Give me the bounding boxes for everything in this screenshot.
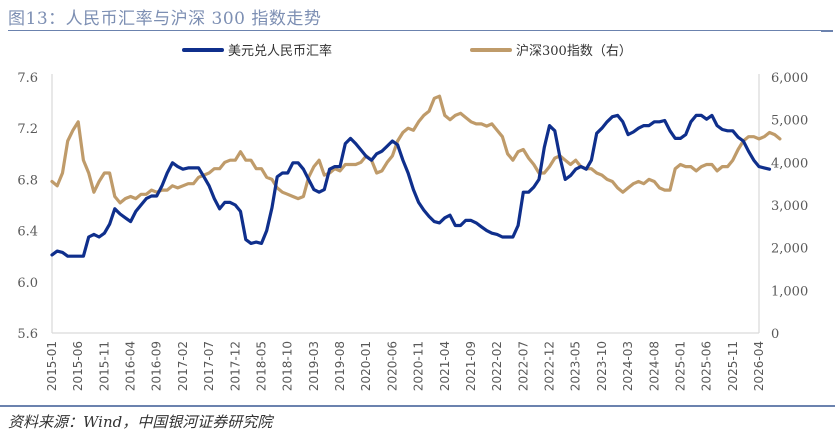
y2-tick-label: 6,000 — [771, 71, 808, 86]
legend-item-csi300: 沪深300指数（右） — [470, 40, 632, 59]
x-tick-label: 2025-11 — [726, 341, 740, 391]
footer-divider — [0, 405, 835, 407]
axes — [51, 74, 760, 334]
y-tick-label: 6.8 — [17, 173, 38, 188]
x-tick-label: 2020-06 — [385, 341, 399, 391]
x-tick-label: 2015-11 — [97, 341, 111, 391]
x-tick-label: 2021-09 — [464, 341, 478, 391]
chart-title: 图13：人民币汇率与沪深 300 指数走势 — [8, 9, 322, 29]
legend-item-usdcny: 美元兑人民币汇率 — [182, 40, 332, 59]
title-divider — [8, 30, 821, 31]
x-tick-label: 2026-04 — [752, 341, 766, 391]
x-tick-label: 2023-05 — [569, 341, 583, 391]
x-tick-label: 2018-10 — [281, 341, 295, 391]
legend-label-csi300: 沪深300指数（右） — [516, 44, 632, 59]
x-tick-label: 2019-08 — [333, 341, 347, 391]
series-lines — [50, 94, 782, 258]
x-tick-label: 2025-01 — [673, 341, 687, 391]
y-tick-label: 6.0 — [17, 276, 38, 291]
x-tick-label: 2020-11 — [412, 341, 426, 391]
x-tick-label: 2017-12 — [228, 341, 242, 391]
y2-tick-label: 3,000 — [771, 199, 808, 214]
source-note: 资料来源：Wind，中国银河证券研究院 — [8, 413, 273, 431]
y2-tick-label: 4,000 — [771, 156, 808, 171]
series-line-usdcny — [50, 113, 772, 258]
x-tick-label: 2024-08 — [647, 341, 661, 391]
x-tick-label: 2015-06 — [71, 341, 85, 391]
y-tick-label: 5.6 — [17, 327, 38, 342]
x-tick-label: 2015-01 — [45, 341, 59, 391]
y2-tick-label: 0 — [771, 327, 779, 342]
y-tick-label: 7.2 — [17, 122, 38, 137]
x-tick-label: 2018-05 — [254, 341, 268, 391]
y2-tick-label: 2,000 — [771, 242, 808, 257]
legend-swatch-csi300 — [470, 47, 512, 52]
x-tick-label: 2019-03 — [307, 341, 321, 391]
y2-tick-label: 1,000 — [771, 284, 808, 299]
y2-tick-label: 5,000 — [771, 114, 808, 129]
title-divider-tab — [821, 30, 833, 32]
x-tick-label: 2017-02 — [176, 341, 190, 391]
x-tick-label: 2022-12 — [543, 341, 557, 391]
x-tick-label: 2020-01 — [359, 341, 373, 391]
y-tick-label: 7.6 — [17, 71, 38, 86]
x-tick-label: 2016-09 — [150, 341, 164, 391]
x-tick-label: 2017-07 — [202, 341, 216, 391]
y-axis-right-ticks: 0 1,000 2,000 3,000 4,000 5,000 6,000 — [771, 71, 808, 342]
y-axis-left-ticks: 5.6 6.0 6.4 6.8 7.2 7.6 — [17, 71, 38, 342]
x-tick-label: 2025-06 — [700, 341, 714, 391]
y-tick-label: 6.4 — [17, 225, 38, 240]
x-tick-label: 2024-03 — [621, 341, 635, 391]
legend-swatch-usdcny — [182, 47, 224, 52]
x-tick-label: 2023-10 — [595, 341, 609, 391]
legend-label-usdcny: 美元兑人民币汇率 — [228, 44, 333, 59]
x-tick-label: 2022-02 — [490, 341, 504, 391]
x-tick-label: 2016-04 — [124, 341, 138, 391]
x-tick-label: 2021-04 — [438, 341, 452, 391]
x-axis-ticks: 2015-01 2015-06 2015-11 2016-04 2016-09 2017-… — [45, 341, 766, 391]
x-tick-label: 2022-07 — [516, 341, 530, 391]
series-line-csi300 — [50, 94, 782, 205]
